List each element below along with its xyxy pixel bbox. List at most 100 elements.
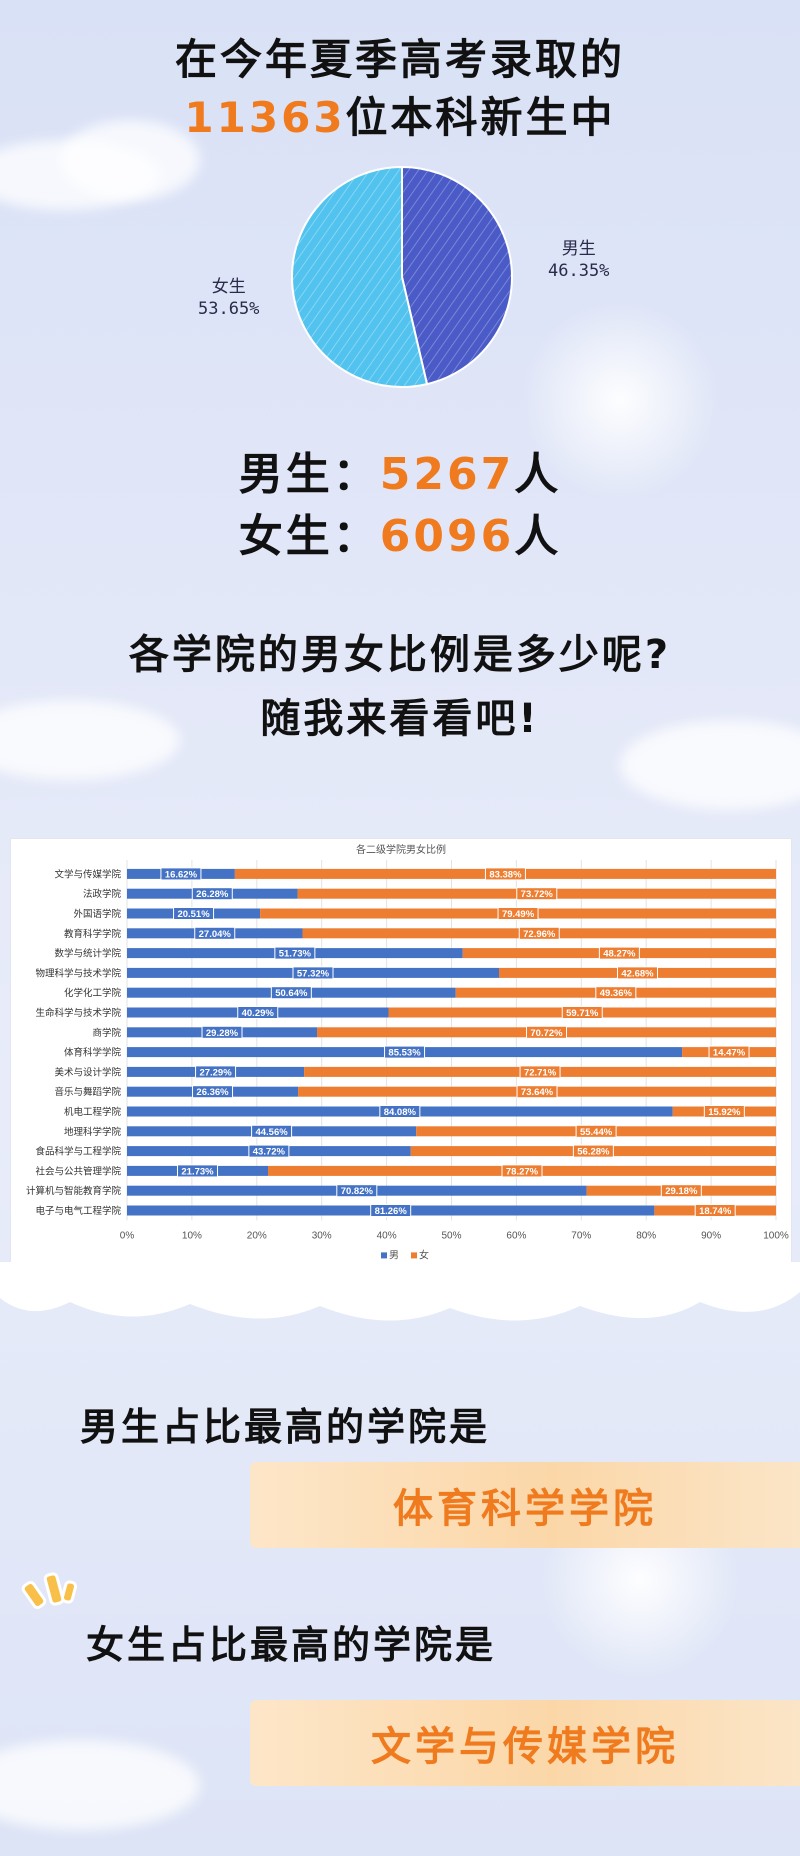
data-label: 40.29% (242, 1008, 275, 1019)
cloud-wave-divider (0, 1262, 800, 1321)
data-label-box (370, 1204, 412, 1217)
male-highest-banner: 体育科学学院 (250, 1462, 800, 1548)
data-label-box (251, 1124, 293, 1138)
category-label: 法政学院 (83, 888, 122, 900)
category-label: 社会与公共管理学院 (35, 1165, 121, 1177)
sky-glow (520, 300, 720, 500)
category-label: 生命科学与技术学院 (35, 1007, 121, 1019)
data-label: 14.47% (713, 1048, 746, 1059)
legend-entry: 女 (419, 1248, 429, 1261)
data-label-box (516, 887, 558, 901)
data-label-box (694, 1204, 736, 1217)
data-label-box (484, 867, 526, 881)
female-highest-title: 女生占比最高的学院是 (86, 1623, 497, 1667)
x-tick-label: 90% (701, 1230, 721, 1241)
pie-label-female-pct: 53.65% (198, 299, 260, 319)
cloud (0, 700, 180, 780)
data-label: 50.64% (275, 988, 308, 999)
data-label-box (195, 1065, 237, 1079)
data-label: 73.64% (521, 1087, 554, 1098)
data-label-box (160, 867, 202, 881)
data-label: 44.56% (255, 1127, 288, 1138)
x-tick-label: 10% (182, 1230, 202, 1241)
category-label: 地理科学学院 (64, 1126, 122, 1138)
legend-entry: 男 (389, 1249, 399, 1261)
data-label: 84.08% (384, 1107, 417, 1118)
data-label: 70.82% (341, 1186, 374, 1197)
female-count-number: 6096 (379, 511, 515, 562)
data-label: 43.72% (253, 1147, 286, 1158)
data-label-box (572, 1144, 614, 1158)
data-label: 18.74% (699, 1206, 732, 1217)
x-tick-label: 50% (441, 1230, 461, 1241)
college-ratio-chart-panel: 各二级学院男女比例 16.62% 83.38% 26.28% 73.72% 20.51%… (10, 838, 792, 1264)
x-tick-label: 20% (247, 1230, 267, 1241)
data-label: 26.28% (196, 889, 229, 900)
data-label: 78.27% (506, 1166, 539, 1177)
data-label-box (703, 1105, 745, 1118)
cloud (620, 720, 800, 810)
data-label-box (173, 907, 215, 920)
x-tick-label: 40% (377, 1230, 397, 1241)
male-count-label: 男生： (238, 449, 380, 500)
pie-label-female-name: 女生 (211, 277, 246, 297)
question-line-2: 随我来看看吧! (260, 696, 540, 742)
data-label: 20.51% (177, 909, 210, 920)
data-label-box (660, 1184, 702, 1198)
data-label-box (501, 1164, 543, 1178)
data-label: 57.32% (297, 968, 330, 979)
category-label: 计算机与智能教育学院 (26, 1185, 122, 1197)
sparkle-icon (21, 1572, 78, 1610)
college-ratio-bar-chart: 各二级学院男女比例 16.62% 83.38% 26.28% 73.72% 20.51%… (26, 843, 789, 1261)
data-label-box (192, 1085, 234, 1099)
data-label-box (379, 1105, 421, 1118)
data-label: 21.73% (181, 1166, 214, 1177)
data-label-box (177, 1164, 219, 1178)
data-label-box (191, 887, 233, 901)
cloud (60, 120, 200, 200)
headline-suffix: 位本科新生中 (345, 93, 616, 142)
data-label: 72.71% (524, 1067, 557, 1078)
female-count-label: 女生： (238, 511, 380, 562)
data-label: 73.72% (521, 889, 554, 900)
data-label: 16.62% (165, 869, 198, 880)
category-label: 机电工程学院 (64, 1106, 122, 1118)
data-label-box (237, 1006, 279, 1019)
data-label-box (526, 1025, 568, 1039)
x-tick-label: 30% (312, 1230, 332, 1241)
data-label: 70.72% (530, 1028, 563, 1039)
legend-swatch (411, 1252, 417, 1259)
question-line-1: 各学院的男女比例是多少呢? (128, 632, 672, 678)
category-label: 化学化工学院 (64, 987, 122, 999)
category-label: 商学院 (92, 1027, 121, 1039)
data-label-box (561, 1006, 603, 1019)
gender-pie-chart (291, 165, 513, 388)
female-highest-answer: 文学与传媒学院 (371, 1724, 679, 1770)
data-label-box (518, 926, 560, 940)
category-label: 数学与统计学院 (54, 948, 121, 960)
data-label: 59.71% (566, 1008, 599, 1019)
pie-label-male: 男生 46.35% (548, 238, 609, 282)
legend-swatch (381, 1252, 387, 1259)
data-label: 81.26% (375, 1206, 408, 1217)
data-label-box (336, 1184, 378, 1198)
x-tick-label: 80% (636, 1230, 656, 1241)
pie-slice-male (401, 165, 513, 386)
category-label: 物理科学与技术学院 (35, 967, 121, 979)
data-label: 72.96% (523, 929, 556, 940)
data-label-box (617, 966, 659, 980)
data-label-box (270, 986, 312, 1000)
category-label: 食品科学与工程学院 (35, 1146, 121, 1158)
data-label: 49.36% (600, 988, 633, 999)
data-label: 26.36% (196, 1087, 229, 1098)
category-label: 美术与设计学院 (54, 1066, 121, 1078)
male-count-unit: 人 (514, 449, 562, 500)
data-label: 83.38% (489, 869, 522, 880)
x-tick-label: 0% (120, 1230, 135, 1241)
data-label-box (274, 946, 316, 960)
data-label: 56.28% (577, 1147, 610, 1158)
chart-title: 各二级学院男女比例 (356, 843, 446, 856)
female-count-unit: 人 (514, 511, 562, 562)
data-label-box (248, 1144, 290, 1158)
pie-label-male-name: 男生 (561, 239, 596, 259)
